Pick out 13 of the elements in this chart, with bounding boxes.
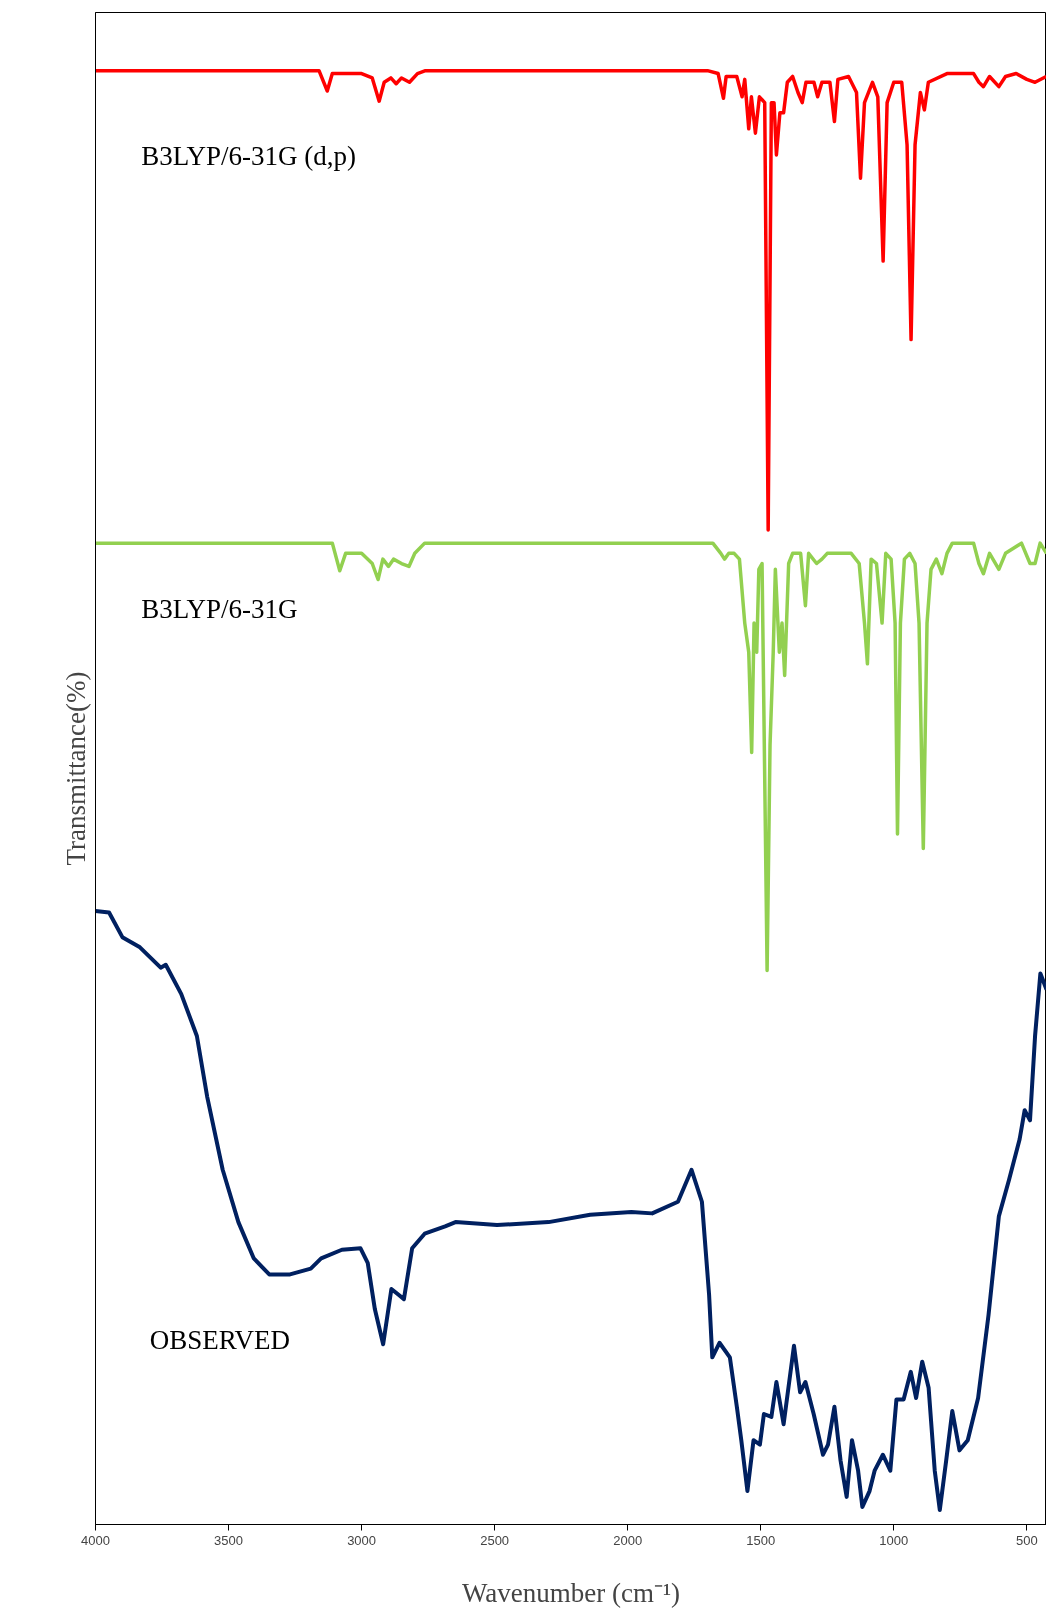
x-tick-label: 3000: [347, 1532, 377, 1548]
x-axis-title: Wavenumber (cm⁻¹): [461, 1577, 681, 1608]
y-axis-title: Transmittance(%): [60, 671, 91, 866]
x-tick-label: 3500: [214, 1532, 244, 1548]
x-tick-label: 4000: [81, 1532, 110, 1548]
series-label: B3LYP/6-31G (d,p): [141, 141, 356, 172]
x-tick-label: 2000: [613, 1532, 643, 1548]
x-tick-label: 1000: [879, 1532, 909, 1548]
x-tick-label: 500: [1015, 1532, 1038, 1548]
series-label: OBSERVED: [149, 1324, 291, 1355]
x-tick-label: 1500: [746, 1532, 776, 1548]
series-label: B3LYP/6-31G: [141, 593, 298, 624]
x-tick-label: 2500: [480, 1532, 510, 1548]
